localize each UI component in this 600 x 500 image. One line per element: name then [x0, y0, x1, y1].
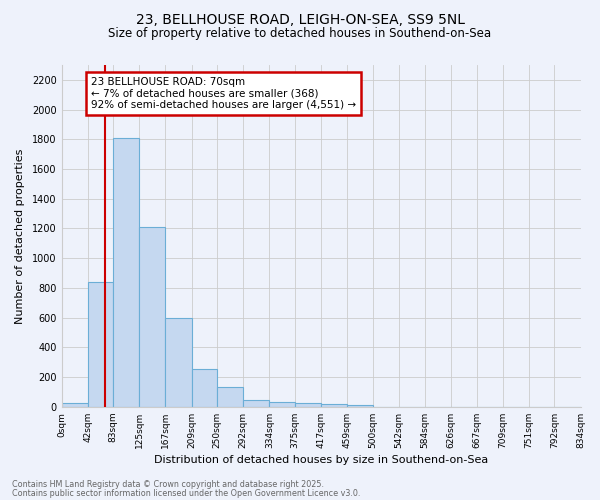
- Bar: [139, 227, 166, 407]
- Bar: [347, 404, 373, 407]
- Text: 23 BELLHOUSE ROAD: 70sqm
← 7% of detached houses are smaller (368)
92% of semi-d: 23 BELLHOUSE ROAD: 70sqm ← 7% of detache…: [91, 77, 356, 110]
- Text: Contains public sector information licensed under the Open Government Licence v3: Contains public sector information licen…: [12, 488, 361, 498]
- Bar: [217, 388, 243, 407]
- Text: Size of property relative to detached houses in Southend-on-Sea: Size of property relative to detached ho…: [109, 28, 491, 40]
- Bar: [113, 138, 139, 407]
- Bar: [191, 369, 217, 407]
- Y-axis label: Number of detached properties: Number of detached properties: [15, 148, 25, 324]
- Bar: [62, 403, 88, 407]
- Bar: [295, 403, 321, 407]
- Bar: [166, 318, 191, 407]
- Bar: [243, 400, 269, 407]
- Bar: [269, 402, 295, 407]
- X-axis label: Distribution of detached houses by size in Southend-on-Sea: Distribution of detached houses by size …: [154, 455, 488, 465]
- Bar: [321, 404, 347, 407]
- Bar: [88, 282, 113, 407]
- Text: 23, BELLHOUSE ROAD, LEIGH-ON-SEA, SS9 5NL: 23, BELLHOUSE ROAD, LEIGH-ON-SEA, SS9 5N…: [136, 12, 464, 26]
- Text: Contains HM Land Registry data © Crown copyright and database right 2025.: Contains HM Land Registry data © Crown c…: [12, 480, 324, 489]
